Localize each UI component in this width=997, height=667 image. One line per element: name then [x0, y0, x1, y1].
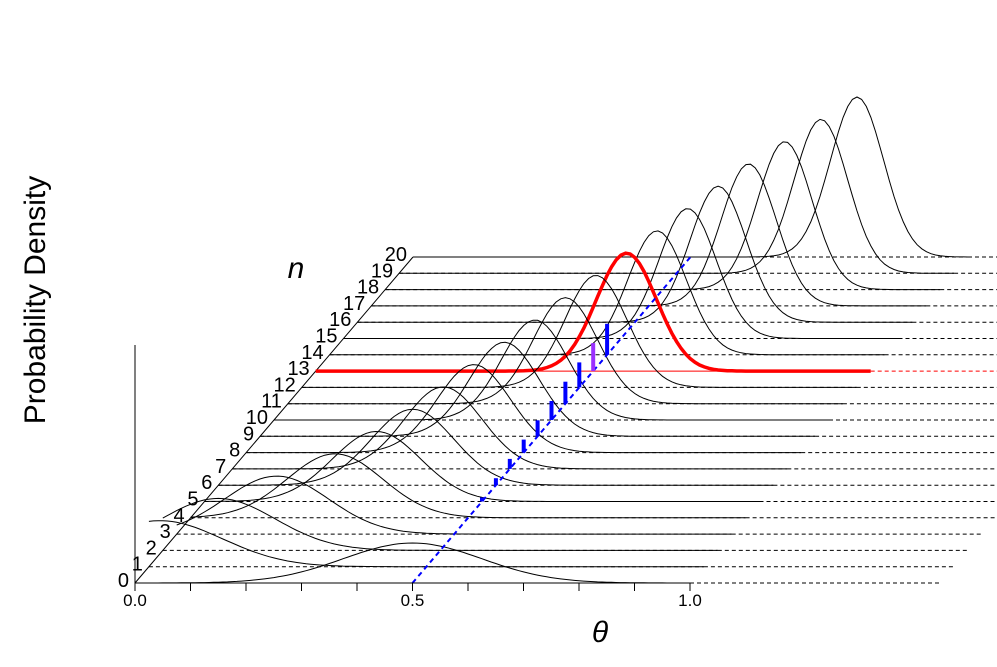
x-tick-label: 0.0	[123, 591, 147, 610]
depth-tick-label: 15	[315, 326, 337, 348]
density-curve	[399, 118, 955, 274]
density-curve	[287, 297, 843, 405]
depth-tick-label: 12	[274, 374, 296, 396]
density-curve	[385, 141, 941, 291]
depth-tick-label: 14	[301, 342, 323, 364]
depth-tick-label: 17	[343, 293, 365, 315]
density-curve	[301, 275, 857, 388]
depth-tick-label: 0	[118, 570, 129, 592]
density-curve	[204, 430, 760, 502]
depth-tick-label: 18	[357, 277, 379, 299]
depth-tick-label: 11	[261, 391, 282, 413]
density-curve	[343, 208, 899, 339]
mean-line	[411, 256, 692, 584]
depth-tick-label: 5	[187, 489, 198, 511]
depth-tick-label: 20	[385, 244, 407, 266]
x-tick-label: 0.5	[401, 591, 425, 610]
depth-tick-label: 2	[146, 537, 157, 559]
density-curve	[260, 341, 816, 437]
depth-tick-label: 8	[229, 440, 240, 462]
highlight-density-curve	[315, 251, 871, 373]
depth-tick-label: 1	[132, 554, 143, 576]
density-curve	[218, 408, 774, 486]
depth-tick-label: 19	[371, 260, 393, 282]
density-curve	[190, 453, 746, 519]
depth-tick-label: 6	[201, 472, 212, 494]
density-curve	[413, 96, 969, 258]
density-curve	[357, 185, 913, 323]
depth-tick-label: 9	[243, 423, 254, 445]
density-curve	[135, 542, 690, 584]
x-axis-label: θ	[592, 616, 609, 649]
density-curve	[232, 386, 788, 470]
depth-tick-label: 3	[160, 521, 171, 543]
density-slices	[135, 96, 997, 584]
depth-tick-label: 4	[173, 505, 184, 527]
depth-tick-label: 7	[215, 456, 226, 478]
x-axis: 0.0 0.5 1.0	[123, 582, 702, 610]
density-curve	[162, 497, 718, 551]
depth-tick-label: 10	[246, 407, 268, 429]
x-tick-label: 1.0	[678, 591, 702, 610]
depth-tick-label: 16	[329, 309, 351, 331]
density-curve	[274, 319, 829, 421]
depth-tick-label: 13	[287, 358, 309, 380]
density-curve	[246, 364, 802, 454]
y-axis-label: Probability Density	[19, 176, 52, 424]
depth-axis-label: n	[288, 252, 305, 285]
